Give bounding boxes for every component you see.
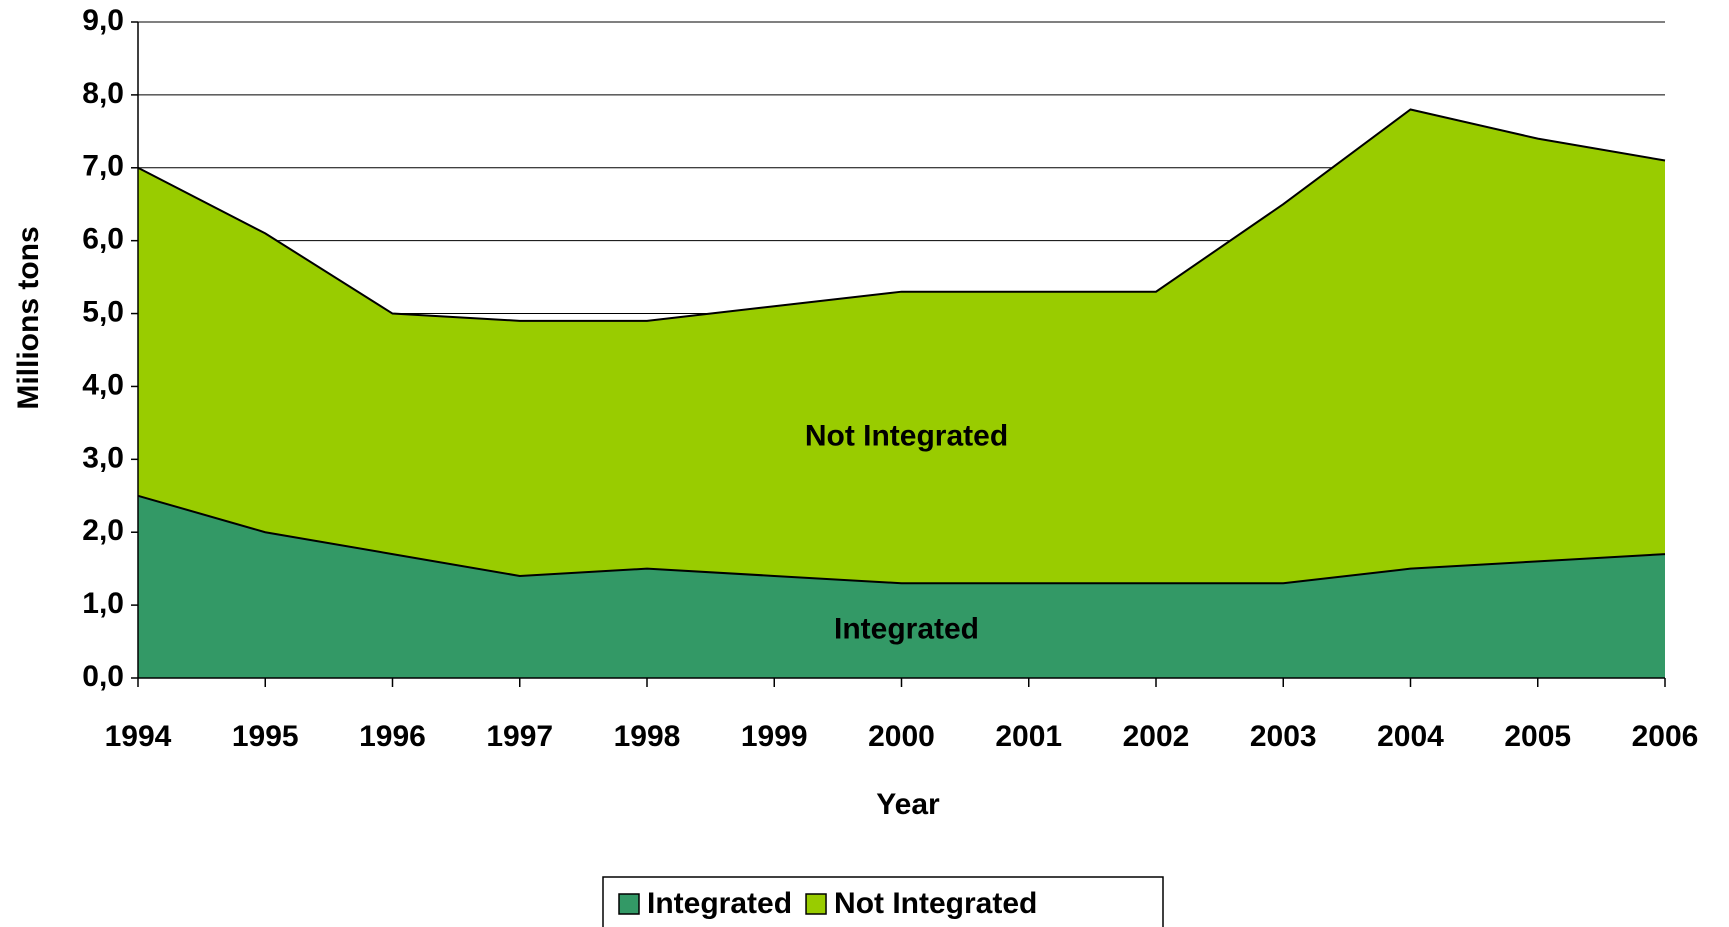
x-tick-label: 1994 (105, 720, 172, 753)
x-tick-label: 2006 (1632, 720, 1699, 753)
y-tick-label: 9,0 (82, 4, 124, 37)
y-tick-label: 2,0 (82, 514, 124, 547)
y-tick-label: 1,0 (82, 587, 124, 620)
x-tick-label: 1999 (741, 720, 808, 753)
legend-swatch (618, 893, 640, 915)
x-tick-label: 2001 (995, 720, 1062, 753)
legend-swatch (805, 893, 827, 915)
area-outline (137, 494, 1666, 585)
y-tick-label: 7,0 (82, 150, 124, 183)
area (138, 109, 1665, 584)
legend-box (602, 876, 1164, 927)
area-label: Not Integrated (805, 419, 1008, 452)
legend-label: Integrated (647, 887, 792, 920)
area-label: Integrated (834, 613, 979, 646)
x-tick-label: 1995 (232, 720, 299, 753)
x-tick-label: 2005 (1504, 720, 1571, 753)
legend-label: Not Integrated (834, 887, 1037, 920)
y-tick-label: 3,0 (82, 441, 124, 474)
y-tick-label: 6,0 (82, 223, 124, 256)
y-tick-label: 5,0 (82, 295, 124, 328)
x-axis-label: Year (876, 788, 940, 821)
x-tick-label: 2002 (1123, 720, 1190, 753)
y-tick-label: 8,0 (82, 77, 124, 110)
area-outline (137, 108, 1666, 322)
legend: Integrated Not Integrated (602, 876, 1164, 927)
y-axis-label: Millions tons (12, 226, 45, 409)
area (138, 495, 1665, 678)
x-tick-label: 1996 (359, 720, 426, 753)
y-tick-label: 0,0 (82, 660, 124, 693)
x-tick-label: 1998 (614, 720, 681, 753)
x-tick-label: 2003 (1250, 720, 1317, 753)
y-tick-label: 4,0 (82, 368, 124, 401)
x-tick-label: 2004 (1377, 720, 1444, 753)
x-tick-label: 1997 (486, 720, 553, 753)
x-tick-label: 2000 (868, 720, 935, 753)
